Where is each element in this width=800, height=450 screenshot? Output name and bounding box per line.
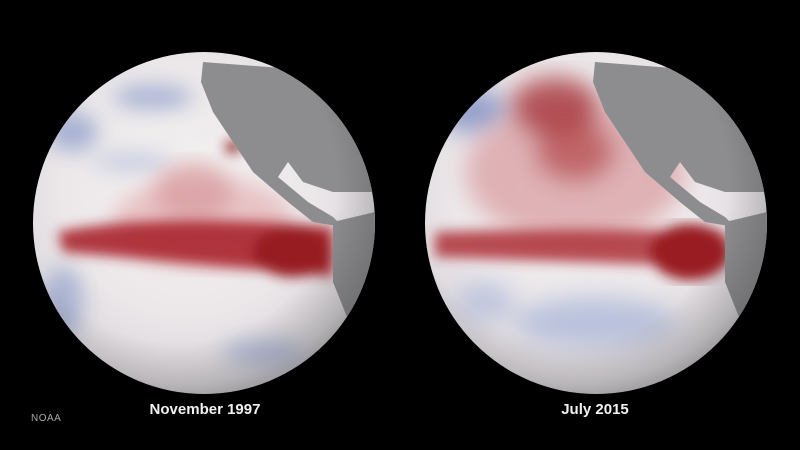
globe-november-1997 [33,52,375,394]
globe-shading [425,52,767,394]
globe-july-2015 [425,52,767,394]
credit-noaa: NOAA [31,413,62,424]
globe-shading [33,52,375,394]
caption-july-2015: July 2015 [561,401,629,418]
caption-november-1997: November 1997 [149,401,261,418]
